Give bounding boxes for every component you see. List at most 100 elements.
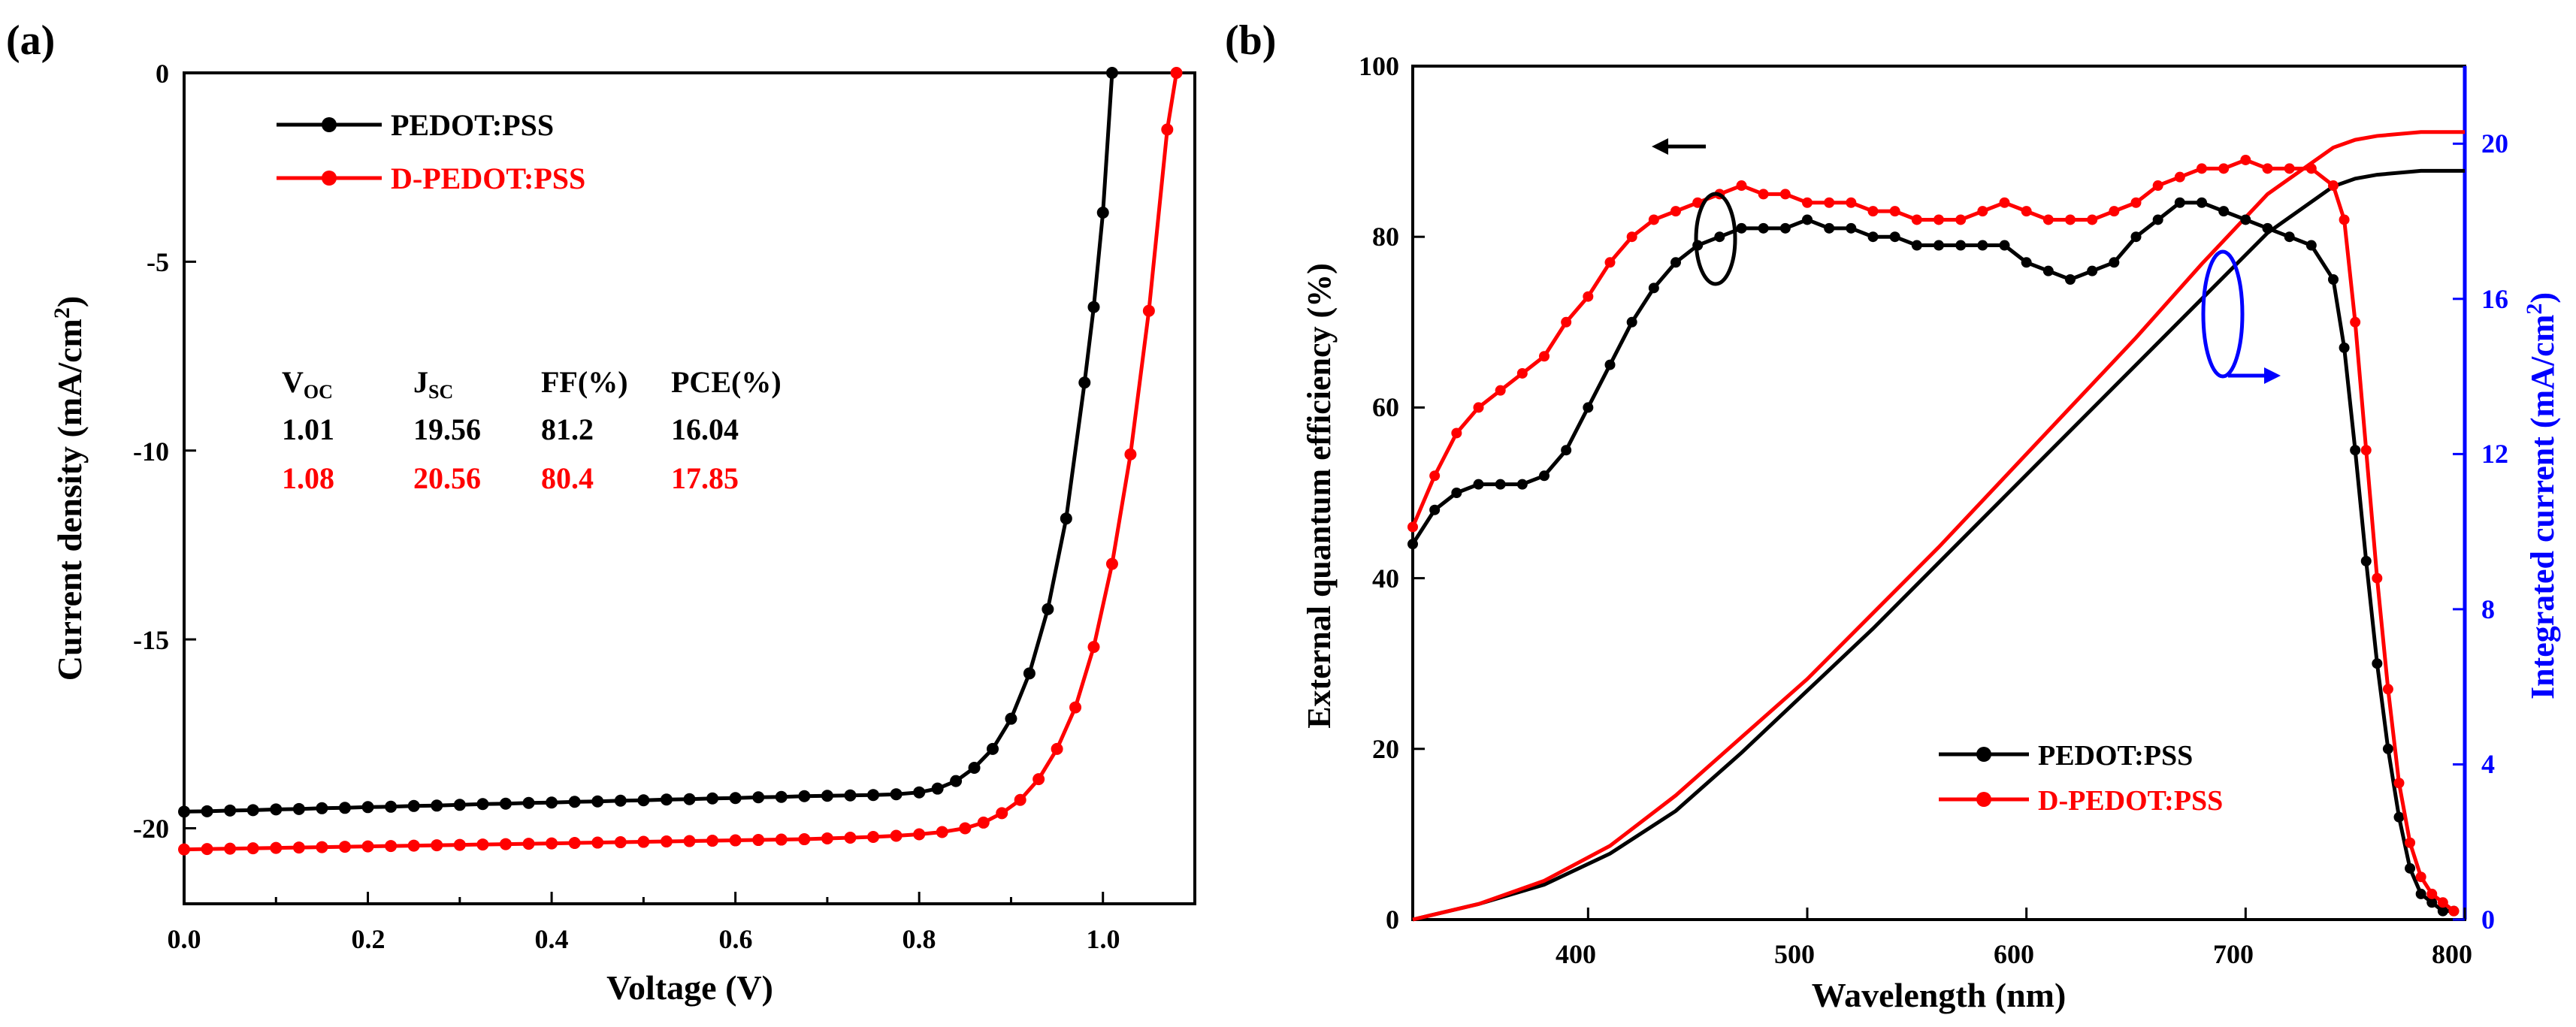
b-data-point (1407, 539, 1418, 550)
a-data-point (867, 789, 880, 802)
a-data-point (361, 801, 374, 814)
b-data-point (1911, 240, 1922, 251)
b-data-point (2174, 171, 2185, 183)
a-ytick-label: -5 (147, 247, 169, 277)
b-data-point (1977, 240, 1988, 251)
a-data-point (752, 834, 765, 847)
b-data-point (2339, 342, 2350, 353)
a-data-point (1105, 557, 1118, 570)
b-data-point (2415, 871, 2426, 883)
a-data-point (950, 775, 963, 787)
panel-b-ticks (1413, 65, 2466, 921)
right-arrowhead-icon (2264, 367, 2281, 384)
b-data-point (2262, 222, 2273, 234)
a-data-point (270, 803, 283, 816)
b-data-point (1407, 521, 1418, 533)
integrated-axis-annotation (2201, 249, 2281, 384)
b-data-point (1846, 197, 1857, 208)
b-data-point (1670, 206, 1681, 217)
b-data-point (1846, 222, 1857, 234)
a-data-point (591, 836, 604, 849)
a-data-point (453, 838, 466, 851)
b-data-point (1779, 222, 1791, 234)
b-y2tick-label: 8 (2481, 594, 2495, 624)
a-data-point (706, 792, 719, 805)
a-data-point (522, 838, 535, 850)
b-data-point (1736, 180, 1747, 192)
b-data-point (2328, 274, 2339, 285)
a-data-point (546, 796, 558, 809)
b-data-point (2130, 197, 2142, 208)
a-data-point (1087, 641, 1100, 654)
b-data-point (1473, 402, 1484, 413)
b-y2tick-label: 0 (2481, 905, 2495, 935)
panel-a-series (178, 67, 1183, 856)
b-data-point (2240, 154, 2251, 165)
b-data-point (1451, 488, 1462, 498)
panel-a-parameter-table: VOC JSC FF(%) PCE(%) 1.01 19.56 81.2 16.… (282, 365, 782, 495)
b-data-point (1779, 189, 1791, 200)
a-data-point (453, 799, 466, 811)
b-data-point (2262, 163, 2273, 174)
b-data-point (2021, 206, 2032, 217)
b-data-point (2393, 811, 2405, 823)
a-data-point (844, 789, 857, 802)
b-data-point (1583, 291, 1594, 302)
a-data-point (246, 804, 259, 817)
a-data-point (931, 782, 944, 795)
b-y2-axis-title-sup: 2 (2522, 304, 2547, 315)
b-data-point (2305, 163, 2317, 174)
a-data-point (292, 841, 305, 854)
b-data-point (1824, 197, 1835, 208)
panel-a-frame (183, 71, 1196, 905)
a-data-point (178, 843, 190, 856)
a-xtick-label: 0.4 (535, 924, 569, 954)
a-y-axis-title-main: Current density (mA/cm (50, 319, 89, 681)
b-data-point (1802, 197, 1813, 208)
b-data-point (2042, 214, 2054, 225)
a-data-point (499, 838, 512, 850)
b-data-point (1824, 222, 1835, 234)
a-data-point (614, 794, 627, 807)
panel-a-label: (a) (6, 17, 55, 64)
panel-a: (a) 0 -5 -10 -15 -20 0.0 0.2 0.4 0.6 0.8… (6, 17, 1196, 1007)
b-data-point (1451, 427, 1462, 439)
b-data-point (1429, 470, 1441, 482)
b-y2tick-label: 4 (2481, 749, 2495, 779)
b-data-point (1473, 479, 1484, 490)
a-data-point (178, 805, 190, 818)
a-data-point (476, 838, 489, 851)
b-data-point (2360, 445, 2372, 456)
b-data-point (2109, 257, 2120, 268)
b-data-point (1516, 367, 1528, 379)
a-data-point (775, 790, 788, 803)
a-data-point (1042, 603, 1054, 615)
b-data-point (1648, 214, 1659, 225)
a-data-point (1142, 304, 1155, 317)
a-xtick-label: 1.0 (1087, 924, 1120, 954)
a-data-point (385, 800, 398, 813)
eqe-axis-annotation (1652, 138, 1737, 286)
b-data-point (2197, 163, 2207, 174)
b-data-point (1539, 470, 1550, 482)
b-ytick-label: 80 (1372, 222, 1399, 252)
b-data-point (1670, 257, 1681, 268)
b-data-point (2218, 206, 2230, 217)
b-data-point (1583, 402, 1594, 413)
a-data-point (1069, 701, 1082, 714)
b-eqe-line (1410, 158, 2455, 913)
b-data-point (1692, 197, 1704, 208)
table-header-jsc: JSC (413, 365, 453, 403)
a-data-point (637, 794, 650, 807)
a-data-point (798, 790, 811, 802)
b-data-point (2021, 257, 2032, 268)
a-data-point (637, 835, 650, 848)
b-data-point (1934, 214, 1944, 225)
a-data-point (407, 799, 420, 812)
a-data-point (821, 832, 833, 845)
panel-b-series (1407, 130, 2465, 922)
b-data-point (2042, 265, 2054, 276)
b-xtick-label: 500 (1774, 939, 1815, 969)
a-y-axis-title: Current density (mA/cm2) (50, 296, 89, 681)
b-xtick-label: 400 (1556, 939, 1596, 969)
